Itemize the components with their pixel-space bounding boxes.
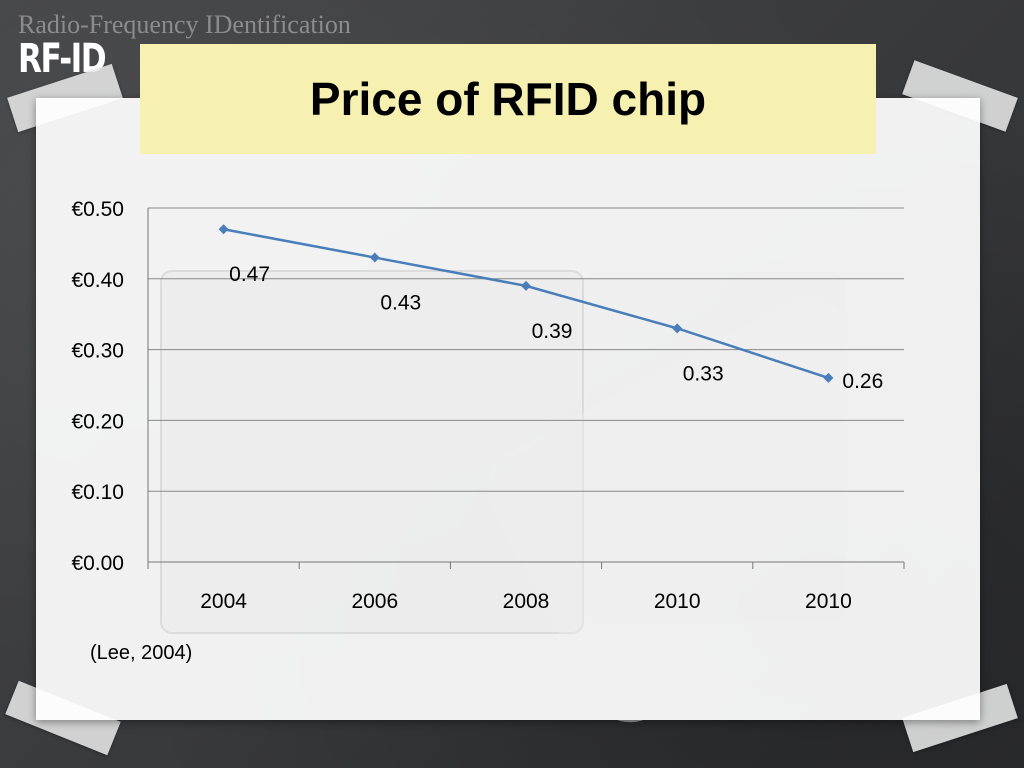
data-label: 0.26 — [842, 370, 883, 393]
data-label: 0.33 — [683, 362, 724, 385]
x-tick-label: 2008 — [503, 590, 550, 613]
slide-paper — [36, 98, 980, 720]
y-tick-label: €0.20 — [71, 410, 124, 433]
y-tick-label: €0.30 — [71, 340, 124, 363]
y-tick-label: €0.00 — [71, 552, 124, 575]
x-tick-label: 2004 — [200, 590, 247, 613]
background-photo-label-2 — [585, 272, 845, 622]
data-label: 0.47 — [229, 263, 270, 286]
data-point — [823, 372, 834, 383]
data-point — [521, 280, 531, 291]
data-point — [218, 224, 229, 235]
data-label: 0.39 — [532, 320, 573, 343]
x-tick-label: 2006 — [351, 590, 398, 613]
header-subtitle: Radio-Frequency IDentification — [18, 10, 351, 39]
y-tick-label: €0.50 — [71, 198, 124, 221]
title-box: Price of RFID chip — [140, 44, 876, 154]
citation: (Lee, 2004) — [90, 642, 193, 664]
data-point — [672, 323, 683, 334]
data-point — [369, 252, 380, 263]
x-tick-label: 2010 — [654, 590, 701, 613]
y-tick-label: €0.10 — [71, 481, 124, 504]
x-tick-label: 2010 — [805, 590, 852, 613]
slide-title: Price of RFID chip — [309, 73, 707, 125]
background-photo-label — [160, 270, 584, 634]
data-label: 0.43 — [380, 292, 421, 315]
series-line — [223, 228, 829, 380]
y-tick-label: €0.40 — [71, 269, 124, 292]
